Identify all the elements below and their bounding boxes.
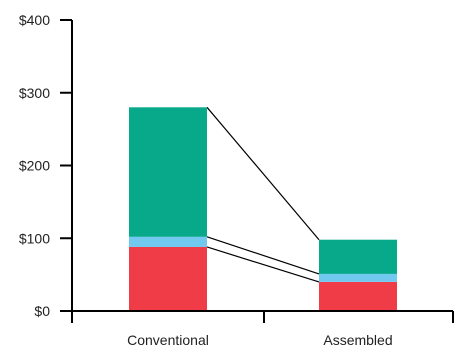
connector-line [206,246,320,283]
axes [71,20,453,323]
bar-segment [129,107,207,237]
x-ticks: Conventional Assembled [71,311,454,348]
connector-line [206,106,320,241]
bar-segment [319,273,397,282]
y-tick-label: $100 [19,230,50,246]
connector-lines [206,106,320,283]
y-tick-label: $0 [34,303,50,319]
x-tick-label: Conventional [127,332,209,348]
y-tick-label: $400 [19,12,50,28]
y-tick-label: $200 [19,158,50,174]
y-tick-label: $300 [19,85,50,101]
y-ticks: $0 $100 $200 $300 $400 [19,12,72,319]
bar-segment [129,246,207,311]
bar-segment [319,281,397,311]
bar-segment [319,239,397,274]
x-tick-label: Assembled [323,332,392,348]
bars [129,107,397,311]
bar-segment [129,236,207,247]
connector-line [206,236,320,275]
